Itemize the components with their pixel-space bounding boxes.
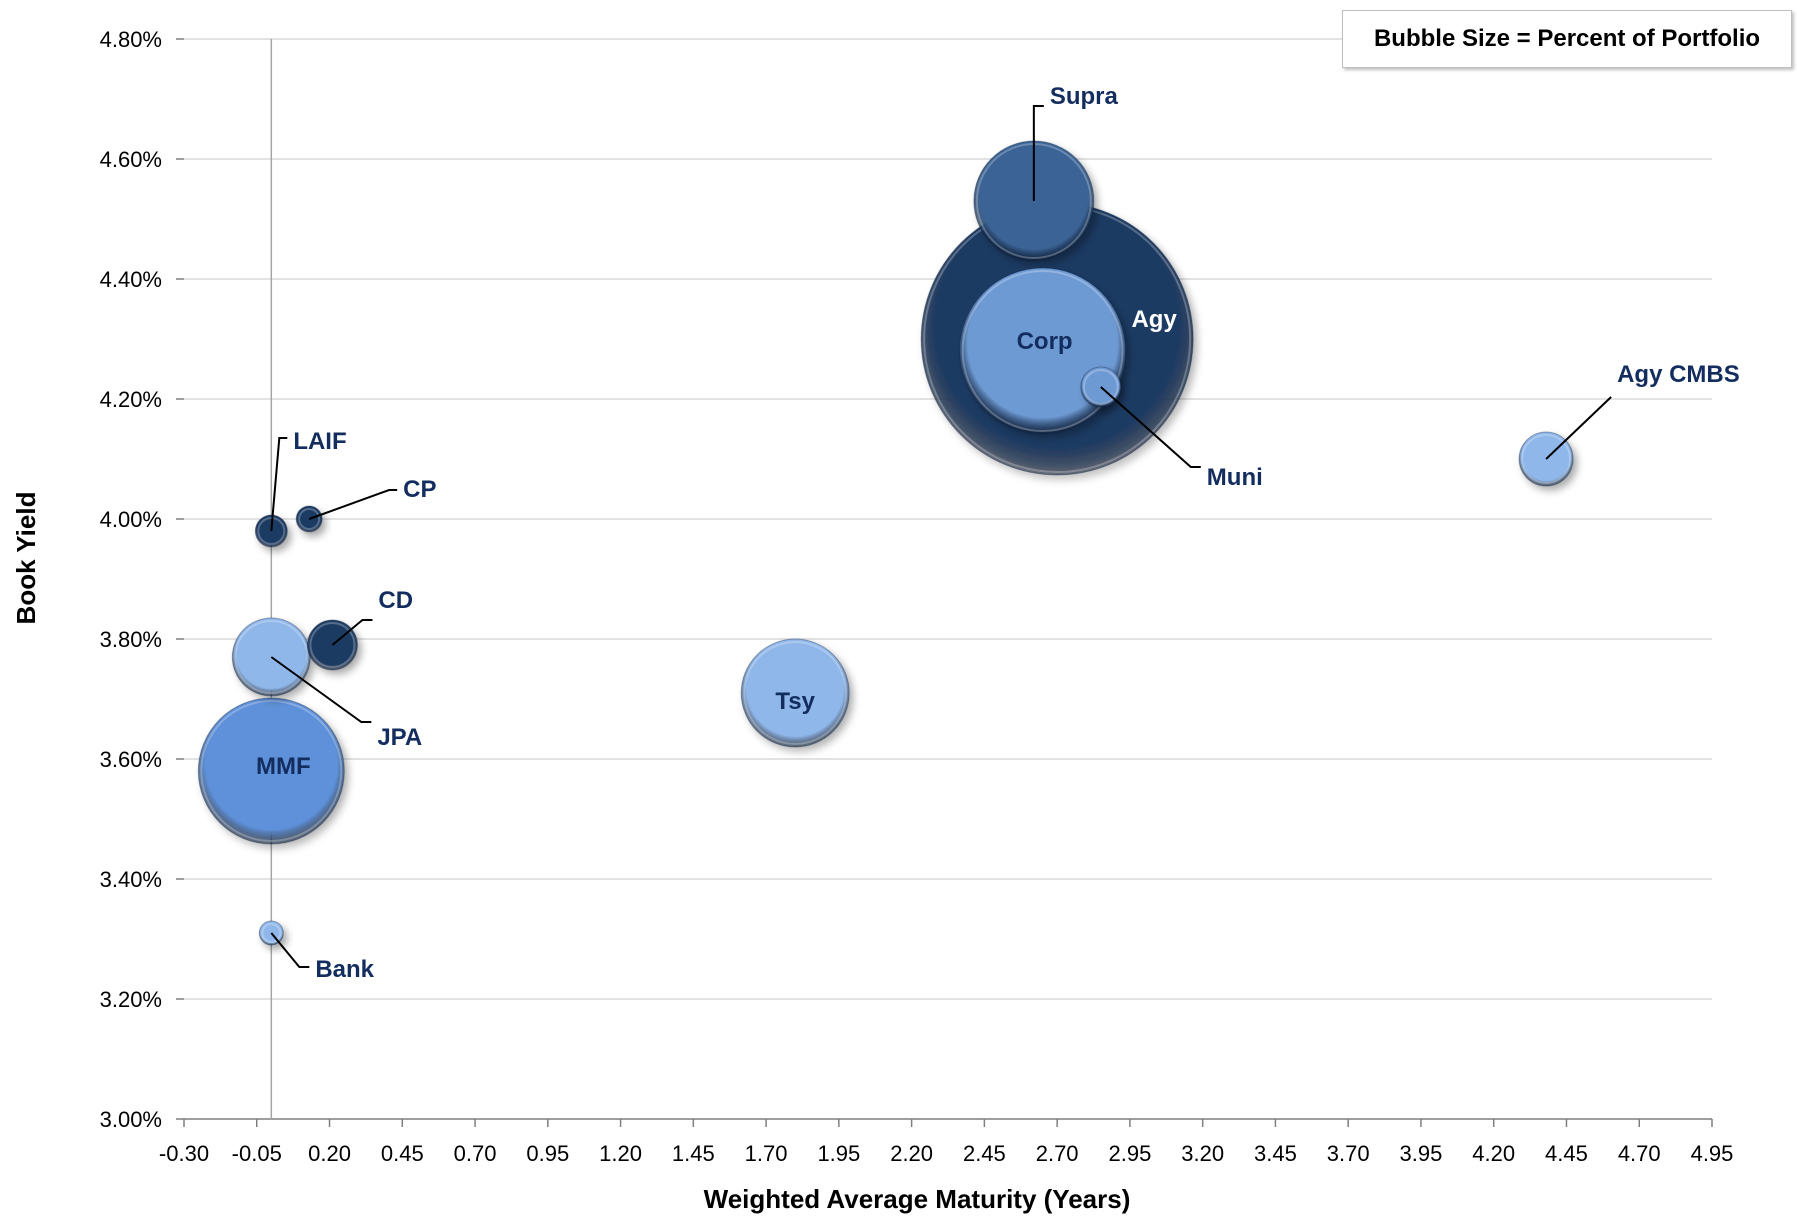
bubble-highlight-cp <box>298 508 321 530</box>
legend-box: Bubble Size = Percent of Portfolio <box>1342 10 1792 68</box>
leader-line-bank <box>270 932 310 968</box>
x-tick-label: 4.95 <box>1691 1141 1734 1166</box>
bubble-tsy <box>740 638 850 748</box>
y-tick-label: 3.00% <box>100 1107 162 1132</box>
x-tick-label: 2.45 <box>963 1141 1006 1166</box>
leader-line-laif <box>270 437 288 532</box>
bubbles <box>197 140 1574 946</box>
bubble-label-muni: Muni <box>1207 464 1263 491</box>
x-tick-label: -0.30 <box>159 1141 209 1166</box>
x-tick-label: 2.95 <box>1108 1141 1151 1166</box>
y-tick-label: 4.80% <box>100 27 162 52</box>
leader-line-cd <box>331 619 373 646</box>
y-tick-label: 4.20% <box>100 387 162 412</box>
leader-line-agy-cmbs <box>1545 396 1612 460</box>
bubble-label-agy-cmbs: Agy CMBS <box>1617 361 1740 388</box>
y-axis-title: Book Yield <box>11 492 41 625</box>
x-tick-label: 3.20 <box>1181 1141 1224 1166</box>
x-tick-label: 0.20 <box>308 1141 351 1166</box>
bubble-label-bank: Bank <box>315 956 374 983</box>
bubble-highlight-muni <box>1082 369 1119 405</box>
bubble-label-agy: Agy <box>1131 306 1177 333</box>
bubble-highlight-agy-cmbs <box>1521 434 1572 484</box>
bubble-label-tsy: Tsy <box>775 688 815 715</box>
y-tick-label: 3.40% <box>100 867 162 892</box>
x-tick-label: 4.45 <box>1545 1141 1588 1166</box>
x-tick-label: 4.20 <box>1472 1141 1515 1166</box>
x-tick-label: 1.95 <box>817 1141 860 1166</box>
leader-line-muni <box>1100 386 1201 468</box>
y-tick-label: 3.80% <box>100 627 162 652</box>
y-tick-label: 4.60% <box>100 147 162 172</box>
x-tick-label: 0.95 <box>526 1141 569 1166</box>
x-tick-label: 3.45 <box>1254 1141 1297 1166</box>
x-tick-label: 2.70 <box>1036 1141 1079 1166</box>
x-tick-label: 4.70 <box>1618 1141 1661 1166</box>
y-tick-label: 3.20% <box>100 987 162 1012</box>
bubble-highlight-mmf <box>200 700 343 842</box>
bubble-highlight-tsy <box>743 641 848 745</box>
bubble-label-cd: CD <box>378 587 413 614</box>
bubble-label-jpa: JPA <box>377 724 422 751</box>
bubble-label-laif: LAIF <box>293 428 346 455</box>
legend-note: Bubble Size = Percent of Portfolio <box>1373 25 1761 52</box>
bubble-highlight-cd <box>309 622 356 668</box>
bubble-label-corp: Corp <box>1017 328 1073 355</box>
y-tick-label: 4.00% <box>100 507 162 532</box>
bubble-mmf <box>197 697 345 845</box>
gridlines <box>184 38 1712 1000</box>
y-tick-label: 3.60% <box>100 747 162 772</box>
bubble-labels: Agy Supra Corp Muni Agy CMBS Tsy MMF JPA CD LAIF C… <box>256 83 1740 983</box>
axes: 3.00% 3.20% 3.40% 3.60% 3.80% 4.00% 4.20% 4.40%… <box>100 27 1734 1166</box>
x-tick-label: 0.70 <box>454 1141 497 1166</box>
bubble-highlight-jpa <box>234 620 309 694</box>
bubble-highlight-laif <box>257 517 286 545</box>
x-tick-label: -0.05 <box>232 1141 282 1166</box>
x-tick-label: 1.20 <box>599 1141 642 1166</box>
x-tick-label: 1.45 <box>672 1141 715 1166</box>
x-axis-title: Weighted Average Maturity (Years) <box>704 1184 1131 1214</box>
bubble-highlight-corp <box>961 270 1124 432</box>
leader-line-supra <box>1032 105 1044 201</box>
bubble-label-cp: CP <box>403 476 436 503</box>
bubble-label-mmf: MMF <box>256 753 311 780</box>
bubble-label-supra: Supra <box>1050 83 1119 110</box>
x-tick-label: 2.20 <box>890 1141 933 1166</box>
x-tick-label: 3.95 <box>1400 1141 1443 1166</box>
leader-line-jpa <box>270 656 372 723</box>
leader-line-cp <box>308 489 398 520</box>
x-tick-label: 1.70 <box>745 1141 788 1166</box>
x-tick-label: 0.45 <box>381 1141 424 1166</box>
bubble-highlight-bank <box>261 923 282 943</box>
x-tick-label: 3.70 <box>1327 1141 1370 1166</box>
y-tick-label: 4.40% <box>100 267 162 292</box>
